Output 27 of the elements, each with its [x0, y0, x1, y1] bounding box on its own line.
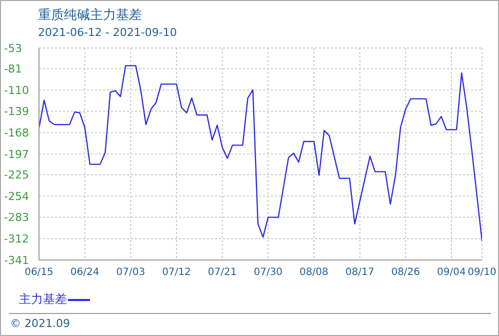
y-tick-label: -197 [4, 148, 29, 161]
y-tick-label: -341 [4, 254, 29, 267]
x-tick-label: 06/24 [70, 267, 100, 278]
y-tick-label: -53 [4, 42, 22, 55]
x-tick-label: 08/17 [345, 267, 374, 278]
x-tick-label: 08/26 [391, 267, 420, 278]
x-tick-label: 08/08 [300, 267, 328, 278]
y-tick-label: -283 [4, 211, 29, 224]
y-tick-label: -168 [4, 126, 29, 140]
legend-label: 主力基差 [19, 291, 67, 308]
x-tick-label: 09/04 [437, 267, 466, 278]
x-tick-label: 07/03 [116, 267, 146, 278]
x-tick-label: 07/21 [208, 267, 237, 278]
x-tick-label: 06/15 [24, 267, 54, 278]
x-tick-label: 09/10 [468, 267, 496, 278]
x-tick-label: 07/30 [254, 267, 283, 278]
y-tick-label: -110 [4, 84, 29, 97]
chart-title: 重质纯碱主力基差 [38, 7, 142, 24]
y-tick-label: -81 [4, 62, 22, 76]
y-tick-label: -254 [4, 190, 29, 203]
y-tick-label: -312 [4, 232, 29, 246]
chart-subtitle: 2021-06-12 - 2021-09-10 [38, 26, 177, 39]
line-series [39, 65, 482, 242]
y-tick-label: -225 [4, 168, 29, 182]
y-tick-label: -139 [4, 105, 29, 118]
text: © 2021.09 [10, 317, 70, 330]
x-tick-label: 07/12 [162, 267, 191, 278]
